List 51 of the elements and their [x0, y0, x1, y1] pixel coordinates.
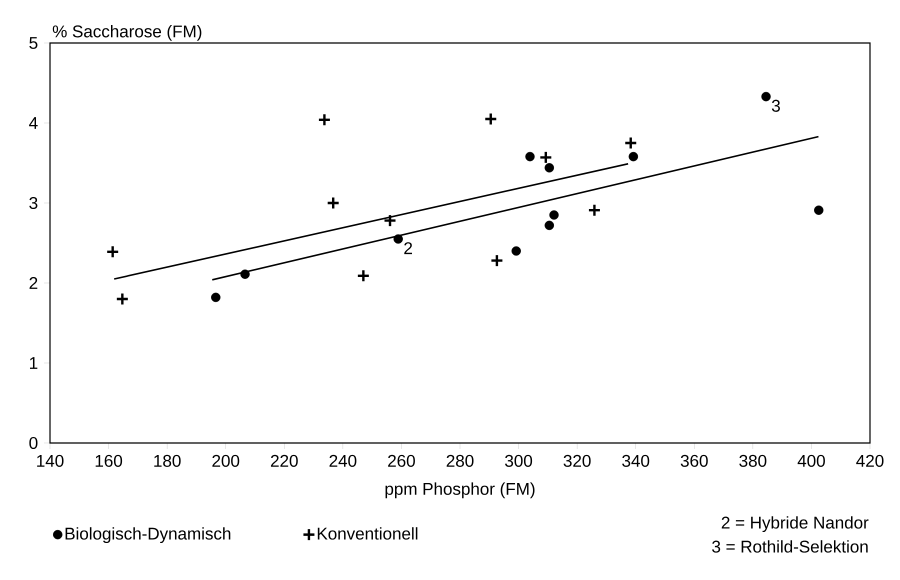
y-tick-label: 5 — [29, 37, 38, 49]
x-tick-label: 240 — [330, 454, 356, 467]
y-tick-label: 2 — [30, 277, 38, 289]
x-tick-label: 420 — [856, 454, 884, 467]
point — [240, 269, 250, 279]
point — [624, 136, 638, 150]
y-tick-label: 0 — [29, 436, 38, 450]
x-tick-label: 180 — [154, 454, 181, 467]
point — [761, 92, 771, 102]
point — [814, 205, 824, 215]
x-tick-label: 280 — [446, 454, 474, 467]
text: 3 = Rothild-Selektion — [712, 540, 868, 553]
y-tick-label: 3 — [29, 196, 38, 210]
point — [544, 163, 554, 172]
x-axis-title: ppm Phosphor (FM) — [386, 482, 534, 498]
point — [628, 152, 638, 162]
y-axis-title: % Saccharose (FM) — [52, 24, 202, 41]
annotation: 3 — [772, 100, 780, 112]
x-tick-label: 360 — [680, 454, 708, 467]
x-tick-label: 200 — [212, 454, 240, 467]
annotation: 2 — [404, 242, 412, 254]
x-tick-label: 140 — [37, 454, 64, 467]
point — [318, 113, 332, 126]
point — [512, 246, 521, 256]
point — [326, 196, 340, 210]
x-tick-label: 300 — [505, 454, 532, 467]
legend-label: Konventionell — [318, 527, 418, 540]
x-tick-label: 380 — [739, 454, 766, 467]
point — [356, 269, 370, 282]
point — [211, 292, 220, 302]
point — [106, 245, 120, 258]
y-tick-label: 1 — [30, 357, 38, 369]
x-tick-label: 260 — [388, 454, 415, 467]
y-tick-label: 4 — [29, 117, 38, 129]
legend-label: Biologisch-Dynamisch — [66, 527, 230, 544]
point — [525, 152, 535, 162]
point — [539, 150, 553, 164]
point — [116, 292, 130, 306]
point — [544, 220, 554, 230]
x-tick-label: 400 — [798, 454, 825, 467]
x-tick-label: 340 — [622, 454, 650, 467]
point — [394, 234, 403, 244]
point — [549, 210, 559, 220]
point — [588, 203, 602, 217]
x-tick-label: 160 — [96, 454, 122, 467]
point — [484, 112, 498, 126]
point — [490, 254, 504, 268]
x-tick-label: 220 — [270, 454, 298, 467]
text: 2 = Hybride Nandor — [722, 516, 868, 532]
point — [383, 214, 397, 228]
x-tick-label: 320 — [564, 454, 591, 467]
